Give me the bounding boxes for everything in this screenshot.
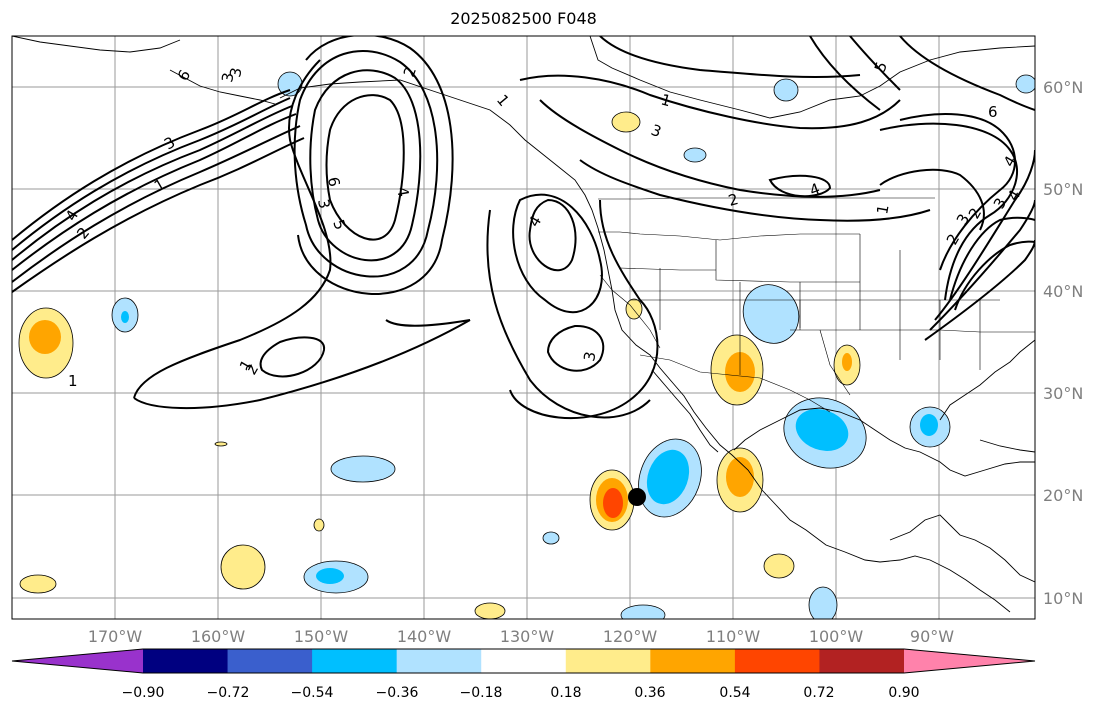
lat-tick-label: 40°N <box>1043 282 1083 301</box>
colorbar-segment <box>481 649 567 673</box>
map-area <box>12 36 1035 619</box>
lon-tick-label: 90°W <box>910 627 954 646</box>
colorbar-segment <box>565 649 651 673</box>
lat-axis: 60°N 50°N 40°N 30°N 20°N 10°N <box>1043 78 1083 608</box>
colorbar-tick-label: 0.18 <box>550 685 581 701</box>
contour-label-layer: 6 3 1 2 1 3 4 1 2 6 3 5 4 4 3 1 2 4 3 6 … <box>62 59 1024 390</box>
colorbar-segment <box>312 649 398 673</box>
contour-label: 3 <box>580 350 599 363</box>
colorbar-max-extend <box>904 649 1035 673</box>
lon-tick-label: 120°W <box>603 627 658 646</box>
colorbar-tick-label: −0.90 <box>122 685 165 701</box>
map-title: 2025082500 F048 <box>450 9 597 28</box>
lat-tick-label: 10°N <box>1043 589 1083 608</box>
colorbar-segment <box>650 649 736 673</box>
lon-tick-label: 110°W <box>706 627 761 646</box>
lon-tick-label: 160°W <box>191 627 246 646</box>
contour-label: 3 <box>314 198 333 211</box>
contour-label: 6 <box>988 103 998 121</box>
contour-label: 4 <box>393 186 412 199</box>
lat-tick-label: 20°N <box>1043 486 1083 505</box>
colorbar-tick-label: 0.54 <box>719 685 750 701</box>
contour-label: 3 <box>226 66 245 79</box>
colorbar-segment <box>227 649 313 673</box>
colorbar-segment <box>819 649 905 673</box>
contour-label: 1 <box>659 90 673 110</box>
lon-tick-label: 170°W <box>88 627 143 646</box>
political-borders <box>598 197 1035 413</box>
contour-label: 6 <box>324 176 343 189</box>
storm-center-marker <box>628 488 646 506</box>
lat-tick-label: 50°N <box>1043 180 1083 199</box>
graticule <box>12 36 1035 619</box>
colorbar-outline <box>11 648 1036 674</box>
colorbar-tick-label: 0.90 <box>888 685 919 701</box>
colorbar-min-extend <box>12 649 143 673</box>
lon-tick-label: 100°W <box>809 627 864 646</box>
colorbar-tick-label: 0.36 <box>634 685 665 701</box>
contour-label: 1 <box>68 372 78 390</box>
coastlines <box>12 36 1035 613</box>
map-frame <box>11 35 1036 620</box>
lat-tick-label: 60°N <box>1043 78 1083 97</box>
lat-tick-label: 30°N <box>1043 384 1083 403</box>
colorbar-tick-label: −0.54 <box>291 685 334 701</box>
colorbar-segment <box>143 649 229 673</box>
contour-label: 1 <box>873 203 892 216</box>
contour-label: 3 <box>218 71 237 84</box>
colorbar <box>11 648 1036 674</box>
shaded-fields <box>18 71 1035 619</box>
lon-tick-label: 140°W <box>397 627 452 646</box>
contour-label: 2 <box>726 190 740 210</box>
colorbar-tick-label: −0.72 <box>207 685 250 701</box>
colorbar-tick-label: −0.18 <box>460 685 503 701</box>
lon-tick-label: 130°W <box>500 627 555 646</box>
lon-axis: 170°W 160°W 150°W 140°W 130°W 120°W 110°… <box>88 627 954 646</box>
colorbar-segment <box>734 649 820 673</box>
colorbar-segment <box>396 649 482 673</box>
lon-tick-label: 150°W <box>294 627 349 646</box>
contour-lines <box>12 36 1035 420</box>
colorbar-tick-label: −0.36 <box>376 685 419 701</box>
colorbar-ticks: −0.90 −0.72 −0.54 −0.36 −0.18 0.18 0.36 … <box>122 685 920 701</box>
colorbar-tick-label: 0.72 <box>803 685 834 701</box>
